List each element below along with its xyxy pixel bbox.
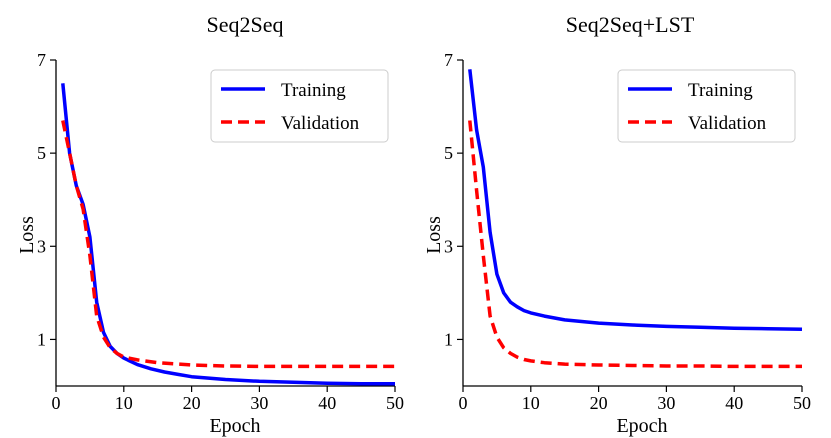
legend-label-validation: Validation xyxy=(688,113,767,134)
x-tick-label: 30 xyxy=(250,393,268,413)
y-tick-label: 3 xyxy=(37,236,46,256)
legend-label-training: Training xyxy=(281,80,346,101)
x-tick-label: 0 xyxy=(52,393,61,413)
y-axis-label: Loss xyxy=(16,216,38,254)
y-tick-label: 7 xyxy=(37,50,46,70)
series-line-training xyxy=(61,83,395,386)
x-tick-label: 40 xyxy=(725,393,743,413)
x-tick-label: 10 xyxy=(115,393,133,413)
x-tick-label: 50 xyxy=(386,393,404,413)
series-line-training xyxy=(468,69,803,331)
y-tick-label: 1 xyxy=(444,329,453,349)
y-tick-label: 7 xyxy=(444,50,453,70)
legend-label-validation: Validation xyxy=(281,113,360,134)
y-tick-label: 3 xyxy=(444,236,453,256)
y-tick-label: 5 xyxy=(37,143,46,163)
chart-panel-seq2seq-lst: Seq2Seq+LST Epoch Loss 0 10 20 30 40 50 1 3 5 7 T… xyxy=(423,12,811,437)
y-tick-label: 1 xyxy=(37,329,46,349)
x-tick-label: 0 xyxy=(459,393,468,413)
chart-panel-seq2seq: Seq2Seq Epoch Loss 0 10 20 30 40 50 1 3 5 7 Train… xyxy=(16,12,404,437)
x-tick-label: 20 xyxy=(183,393,201,413)
x-tick-label: 50 xyxy=(793,393,811,413)
axis-ticks: 0 10 20 30 40 50 1 3 5 7 xyxy=(37,50,404,413)
legend: Training Validation xyxy=(617,69,796,143)
x-axis-label: Epoch xyxy=(209,415,260,437)
x-tick-label: 30 xyxy=(657,393,675,413)
y-tick-label: 5 xyxy=(444,143,453,163)
series-line-validation xyxy=(468,120,802,369)
legend: Training Validation xyxy=(210,69,389,143)
legend-label-training: Training xyxy=(688,80,753,101)
x-tick-label: 10 xyxy=(522,393,540,413)
series-line-validation xyxy=(61,120,395,369)
axis-ticks: 0 10 20 30 40 50 1 3 5 7 xyxy=(444,50,811,413)
y-axis-label: Loss xyxy=(423,216,445,254)
series-lines xyxy=(468,69,803,369)
series-lines xyxy=(61,83,395,386)
chart-title: Seq2Seq xyxy=(207,12,284,37)
x-tick-label: 20 xyxy=(590,393,608,413)
x-axis-label: Epoch xyxy=(616,415,667,437)
x-tick-label: 40 xyxy=(318,393,336,413)
chart-title: Seq2Seq+LST xyxy=(566,12,695,37)
